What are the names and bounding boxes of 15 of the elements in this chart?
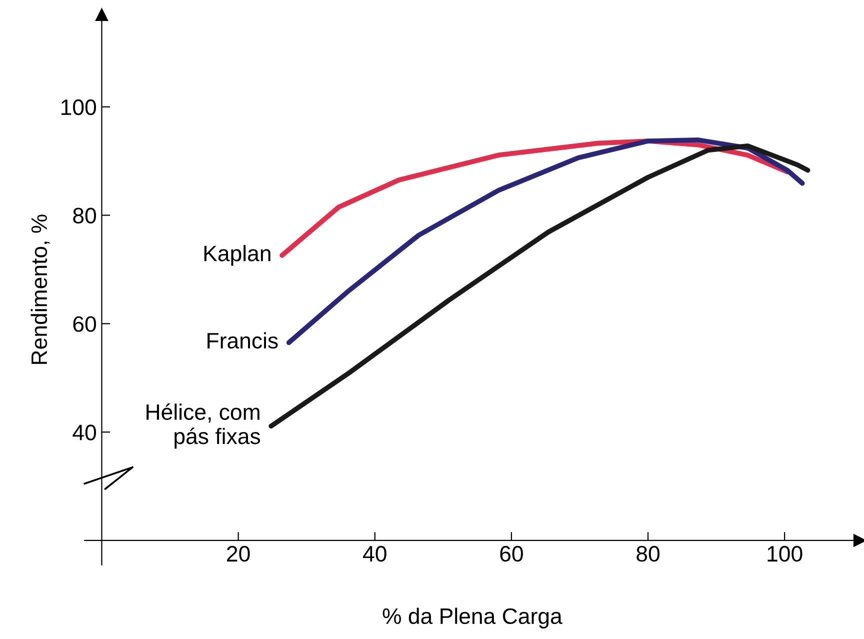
x-tick-label: 80 bbox=[636, 546, 660, 562]
y-tick-label: 60 bbox=[73, 316, 96, 332]
x-tick-label: 40 bbox=[363, 546, 386, 562]
series-label: Francis bbox=[208, 332, 278, 349]
y-axis-title: Rendimento, % bbox=[30, 214, 50, 364]
line-series bbox=[286, 137, 805, 346]
x-tick-label: 20 bbox=[227, 546, 250, 562]
series-label: Hélice, com pás fixas bbox=[146, 403, 260, 449]
x-tick-label: 100 bbox=[768, 546, 802, 562]
series-label: Kaplan bbox=[204, 245, 270, 266]
y-tick-label: 80 bbox=[73, 208, 96, 224]
y-tick-label: 100 bbox=[62, 99, 96, 116]
x-tick-label: 60 bbox=[500, 546, 523, 562]
y-tick-label: 40 bbox=[72, 424, 96, 440]
x-axis-title: % da Plena Carga bbox=[382, 608, 562, 628]
